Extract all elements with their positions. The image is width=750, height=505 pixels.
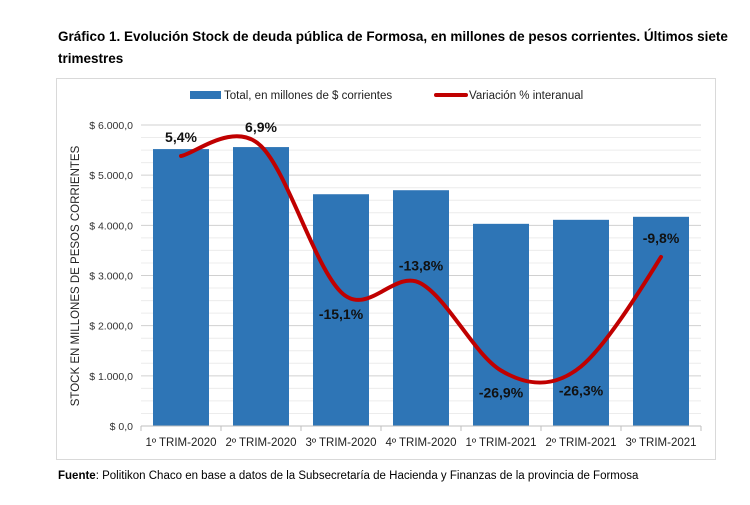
source-label: Fuente (58, 470, 96, 482)
x-tick-label: 1º TRIM-2020 (145, 437, 216, 449)
x-tick-label: 1º TRIM-2021 (465, 437, 536, 449)
data-label: -26,9% (479, 384, 524, 400)
bar (553, 219, 609, 426)
bar (233, 147, 289, 426)
bar (473, 223, 529, 426)
y-tick-label: $ 5.000,0 (89, 170, 133, 182)
data-label: -26,3% (559, 382, 604, 398)
data-label: 5,4% (165, 129, 197, 145)
bar (633, 216, 689, 426)
source-note: Fuente: Politikon Chaco en base a datos … (58, 470, 638, 482)
bar (153, 149, 209, 426)
x-tick-label: 2º TRIM-2021 (545, 437, 616, 449)
legend-label-line: Variación % interanual (469, 90, 583, 102)
data-label: -15,1% (319, 306, 364, 322)
bar (393, 190, 449, 426)
y-tick-label: $ 3.000,0 (89, 271, 133, 283)
y-tick-label: $ 1.000,0 (89, 371, 133, 383)
legend-swatch-bar (190, 91, 221, 99)
legend-label-bar: Total, en millones de $ corrientes (224, 90, 392, 102)
y-axis-title: STOCK EN MILLONES DE PESOS CORRIENTES (70, 145, 82, 406)
data-label: 6,9% (245, 119, 277, 135)
source-text: : Politikon Chaco en base a datos de la … (95, 470, 639, 482)
chart-frame (56, 78, 716, 460)
data-label: -13,8% (399, 257, 444, 273)
y-tick-label: $ 2.000,0 (89, 321, 133, 333)
y-tick-label: $ 0,0 (110, 421, 134, 433)
bar (313, 194, 369, 426)
y-tick-label: $ 4.000,0 (89, 220, 133, 232)
y-tick-label: $ 6.000,0 (89, 120, 133, 132)
data-label: -9,8% (643, 230, 680, 246)
chart-title: Gráfico 1. Evolución Stock de deuda públ… (58, 29, 728, 66)
x-tick-label: 3º TRIM-2020 (305, 437, 376, 449)
x-tick-label: 2º TRIM-2020 (225, 437, 296, 449)
x-tick-label: 3º TRIM-2021 (625, 437, 696, 449)
x-tick-label: 4º TRIM-2020 (385, 437, 456, 449)
